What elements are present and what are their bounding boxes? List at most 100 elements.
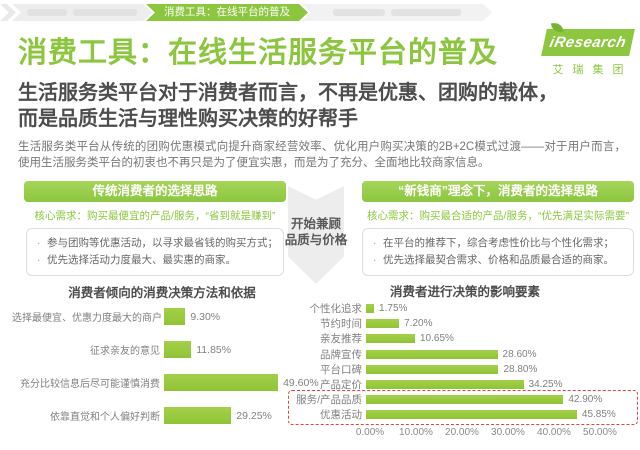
bar-category-label: 充分比较信息后尽可能谨慎消费 [20,379,160,390]
bullet-text: 在平台的推荐下，综合考虑性价比与个性化需求； [383,237,614,249]
chart-row: 选择最便宜、优惠力度最大的商户 9.30% [12,300,324,333]
right-chart-title: 消费者进行决策的影响要素 [389,285,540,299]
logo-plate: iResearch [541,20,635,56]
intro-paragraph: 生活服务类平台从传统的团购优惠模式向提升商家经营效率、优化用户购买决策的2B+2… [18,141,626,169]
bar-category-label: 个性化追求 [309,303,363,316]
bar [164,341,192,358]
x-axis-tick-label: 50.00% [583,426,617,438]
chart-row: 服务/产品品质 42.90% [288,392,640,407]
page-title: 消费工具：在线生活服务平台的普及 [18,37,499,69]
leaf-icon [551,20,564,35]
bullet-dot-icon: · [373,254,377,266]
bar [366,304,375,314]
breadcrumb-item-next[interactable] [302,4,492,21]
transition-line-1: 开始兼顾 [290,217,341,231]
chart-row: 产品定价 34.25% [288,377,640,392]
bar-category-label: 服务/产品品质 [296,394,362,407]
bar-value-label: 7.20% [404,318,433,330]
core-need-right: 核心需求：购买最合适的产品/服务，“优先满足实际需要” [367,210,629,222]
x-axis-tick-label: 30.00% [491,426,525,438]
breadcrumb-tail-arrow-icon [0,4,16,21]
traditional-bullet-box: · 参与团购等优惠活动，以寻求最省钱的购买方式； · 优先选择活动力度最大、最实惠的商… [26,228,284,276]
chart-row: 平台口碑 28.80% [288,362,640,377]
logo-brand-text: iResearch [548,34,628,51]
chart-row: 节约时间 7.20% [288,316,640,331]
subtitle-line-1: 生活服务类平台对于消费者而言，不再是优惠、团购的载体， [18,82,558,104]
bar-value-label: 34.25% [528,379,563,391]
x-axis-tick-label: 20.00% [445,426,479,438]
chart-row: 征求亲友的意见 11.85% [12,333,324,366]
subtitle: 生活服务类平台对于消费者而言，不再是优惠、团购的载体， 而是品质生活与理性购买决… [18,80,630,132]
bar-category-label: 平台口碑 [320,363,362,376]
left-chart-title: 消费者倾向的消费决策方法和依据 [68,286,256,300]
bar-value-label: 28.80% [503,363,538,375]
subtitle-line-2: 而是品质生活与理性购买决策的好帮手 [18,108,358,130]
bar-value-label: 42.90% [568,394,603,406]
bar [164,407,232,424]
bar [366,334,415,344]
faded-text-placeholder [73,9,137,16]
x-axis-tick-label: 10.00% [399,426,433,438]
x-axis: 0.00% 10.00% 20.00% 30.00% 40.00% 50.00% [288,427,640,440]
bullet-item: · 在平台的推荐下，综合考虑性价比与个性化需求； [373,235,623,252]
bullet-dot-icon: · [37,254,41,266]
bar-category-label: 品牌宣传 [320,348,362,361]
bullet-dot-icon: · [373,237,377,249]
bar-value-label: 1.75% [379,303,408,315]
chart-row: 个性化追求 1.75% [288,301,640,316]
bar [366,364,499,374]
transition-text: 开始兼顾 品质与价格 [284,216,348,248]
breadcrumb-item-active[interactable]: 消费工具：在线平台的普及 [146,4,308,21]
bar-value-label: 28.60% [502,348,537,360]
bar-value-label: 45.85% [581,409,616,421]
bullet-item: · 优先选择最契合需求、价格和品质最合适的商家。 [373,252,623,269]
traditional-consumer-header: 传统消费者的选择思路 [24,181,286,202]
faded-text-placeholder [391,9,461,16]
bar-value-label: 49.60% [283,376,319,389]
bar [164,374,279,391]
faded-text-placeholder [27,9,67,16]
iresearch-logo: iResearch 艾瑞集团 [541,20,635,77]
chart-row: 充分比较信息后尽可能谨慎消费 49.60% [12,366,324,399]
chart-row: 亲友推荐 10.65% [288,331,640,346]
bar-category-label: 依靠直觉和个人偏好判断 [50,412,160,423]
bar-category-label: 亲友推荐 [320,333,362,346]
breadcrumb: 消费工具：在线平台的普及 [0,4,640,21]
bar-category-label: 产品定价 [320,379,362,392]
bar [366,319,400,329]
chart-row: 品牌宣传 28.60% [288,347,640,362]
bar-value-label: 29.25% [236,409,272,422]
logo-company-text: 艾瑞集团 [552,64,633,76]
bullet-dot-icon: · [37,237,41,249]
chart-row: 依靠直觉和个人偏好判断 29.25% [12,399,324,432]
bar [366,349,498,359]
transition-line-2: 品质与价格 [284,233,348,247]
core-need-left: 核心需求：购买最便宜的产品/服务，“省到就是赚到” [34,210,276,222]
bar-category-label: 选择最便宜、优惠力度最大的商户 [12,313,162,324]
bar [366,380,524,390]
bullet-item: · 参与团购等优惠活动，以寻求最省钱的购买方式； [37,235,278,252]
bar [366,410,577,420]
faded-text-placeholder [333,9,385,16]
x-axis-tick-label: 0.00% [355,426,385,438]
bar-value-label: 10.65% [419,333,454,345]
bullet-text: 优先选择最契合需求、价格和品质最合适的商家。 [383,254,614,266]
bar-category-label: 优惠活动 [320,409,362,422]
x-axis-tick-label: 40.00% [537,426,571,438]
bullet-text: 优先选择活动力度最大、最实惠的商家。 [47,254,236,266]
chart-row: 优惠活动 45.85% [288,407,640,422]
bar-category-label: 征求亲友的意见 [90,346,160,357]
bar-value-label: 9.30% [190,310,221,323]
new-money-concept-header: “新钱商”理念下，消费者的选择思路 [362,181,634,202]
breadcrumb-item-previous[interactable] [12,4,152,21]
bullet-item: · 优先选择活动力度最大、最实惠的商家。 [37,252,273,269]
new-concept-bullet-box: · 在平台的推荐下，综合考虑性价比与个性化需求； · 优先选择最契合需求、价格和品质最… [362,228,634,276]
bullet-text: 参与团购等优惠活动，以寻求最省钱的购买方式； [47,237,278,249]
decision-factors-bar-chart: 个性化追求 1.75% 节约时间 7.20% 亲友推荐 10.65% 品牌宣传 28.60% 平… [288,301,640,440]
bar [164,308,186,325]
decision-methods-bar-chart: 选择最便宜、优惠力度最大的商户 9.30% 征求亲友的意见 11.85% 充分比较信息后… [12,300,324,432]
bar [366,395,564,405]
bar-value-label: 11.85% [196,343,232,356]
bar-category-label: 节约时间 [320,318,362,331]
